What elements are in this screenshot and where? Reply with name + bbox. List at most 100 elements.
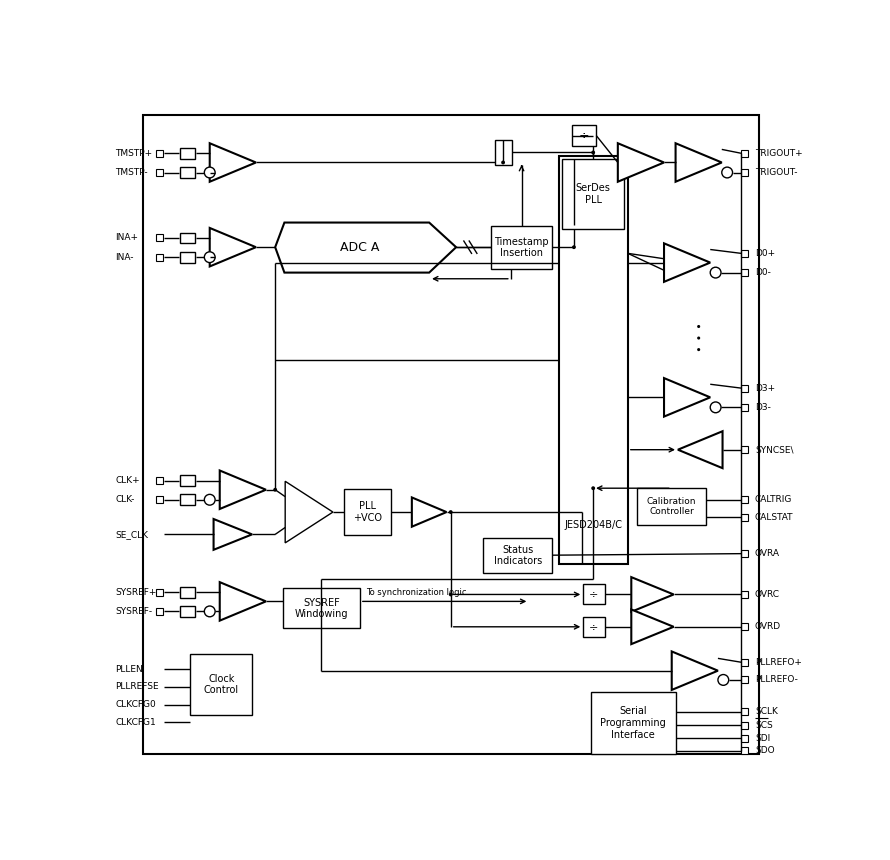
Circle shape: [710, 267, 721, 278]
Text: PLL
+VCO: PLL +VCO: [353, 501, 382, 523]
Text: D0-: D0-: [755, 268, 771, 277]
Text: PLLEN: PLLEN: [115, 665, 142, 673]
Text: CLKCFG1: CLKCFG1: [115, 718, 156, 727]
Bar: [583, 585, 604, 605]
Circle shape: [449, 593, 453, 596]
Text: JESD204B/C: JESD204B/C: [564, 520, 622, 530]
Bar: [490, 226, 553, 269]
Bar: [741, 250, 748, 257]
Circle shape: [449, 510, 453, 514]
Bar: [283, 588, 360, 629]
Bar: [741, 446, 748, 453]
Bar: [741, 514, 748, 521]
Circle shape: [710, 402, 721, 413]
Bar: [157, 477, 163, 484]
Polygon shape: [676, 144, 722, 181]
Polygon shape: [214, 519, 252, 550]
Text: ÷: ÷: [589, 589, 599, 599]
Bar: [157, 496, 163, 503]
Circle shape: [697, 325, 700, 328]
Circle shape: [697, 348, 700, 351]
Text: SYSREF+: SYSREF+: [115, 587, 157, 597]
Text: D3+: D3+: [755, 384, 775, 393]
Bar: [741, 169, 748, 176]
Text: TMSTP+: TMSTP+: [115, 149, 152, 157]
Polygon shape: [210, 144, 256, 181]
Circle shape: [205, 606, 215, 617]
Bar: [157, 169, 163, 176]
Bar: [583, 617, 604, 636]
Polygon shape: [285, 482, 333, 543]
Text: TRIGOUT+: TRIGOUT+: [755, 149, 803, 157]
Text: To synchronization logic: To synchronization logic: [366, 587, 466, 597]
Bar: [591, 692, 676, 754]
Text: PLLREFSE: PLLREFSE: [115, 682, 158, 691]
Bar: [741, 496, 748, 503]
Text: SCS: SCS: [755, 721, 773, 730]
Polygon shape: [631, 577, 674, 611]
Text: CALSTAT: CALSTAT: [755, 513, 793, 522]
Circle shape: [273, 488, 277, 492]
Bar: [637, 488, 707, 525]
Text: CALTRIG: CALTRIG: [755, 495, 792, 504]
Circle shape: [205, 252, 215, 262]
Bar: [559, 156, 627, 563]
Polygon shape: [631, 610, 674, 644]
Polygon shape: [664, 243, 710, 282]
Text: PLLREFO-: PLLREFO-: [755, 675, 797, 685]
Text: D3-: D3-: [755, 402, 771, 412]
Text: SDI: SDI: [755, 734, 770, 743]
Bar: [741, 747, 748, 754]
Text: PLLREFO+: PLLREFO+: [755, 658, 802, 666]
Circle shape: [718, 674, 729, 685]
Bar: [180, 252, 195, 262]
Polygon shape: [220, 470, 266, 509]
Bar: [157, 150, 163, 157]
Bar: [741, 624, 748, 630]
Bar: [562, 159, 624, 229]
Bar: [180, 232, 195, 243]
Bar: [157, 254, 163, 261]
Polygon shape: [275, 223, 457, 273]
Circle shape: [722, 167, 732, 178]
Text: SCLK: SCLK: [755, 707, 778, 716]
Text: OVRC: OVRC: [755, 590, 780, 599]
Bar: [142, 114, 759, 754]
Circle shape: [205, 167, 215, 178]
Text: TMSTP-: TMSTP-: [115, 168, 148, 177]
Polygon shape: [220, 582, 266, 621]
Circle shape: [697, 336, 700, 340]
Bar: [180, 475, 195, 486]
Text: ÷: ÷: [589, 622, 599, 632]
Text: OVRA: OVRA: [755, 550, 780, 558]
Text: CLK-: CLK-: [115, 495, 134, 504]
Bar: [157, 235, 163, 242]
Bar: [741, 722, 748, 728]
Text: SerDes
PLL: SerDes PLL: [576, 183, 611, 205]
Bar: [180, 587, 195, 598]
Text: Calibration
Controller: Calibration Controller: [647, 497, 697, 516]
Bar: [180, 606, 195, 617]
Bar: [483, 538, 553, 573]
Polygon shape: [210, 228, 256, 267]
Circle shape: [591, 486, 595, 490]
Text: Serial
Programming
Interface: Serial Programming Interface: [601, 706, 666, 740]
Bar: [741, 677, 748, 684]
Text: Status
Indicators: Status Indicators: [494, 544, 542, 567]
Text: Clock
Control: Clock Control: [204, 673, 239, 696]
Polygon shape: [678, 431, 723, 468]
Bar: [571, 125, 596, 146]
Polygon shape: [618, 144, 664, 181]
Bar: [495, 140, 512, 165]
Text: SDO: SDO: [755, 746, 774, 755]
Text: INA-: INA-: [115, 253, 134, 261]
Circle shape: [501, 161, 505, 164]
Bar: [741, 384, 748, 391]
Text: ÷: ÷: [578, 129, 589, 142]
Bar: [344, 489, 391, 535]
Circle shape: [591, 150, 595, 155]
Text: Timestamp
Insertion: Timestamp Insertion: [494, 237, 549, 258]
Bar: [180, 494, 195, 505]
Bar: [741, 404, 748, 411]
Text: SE_CLK: SE_CLK: [115, 530, 148, 539]
